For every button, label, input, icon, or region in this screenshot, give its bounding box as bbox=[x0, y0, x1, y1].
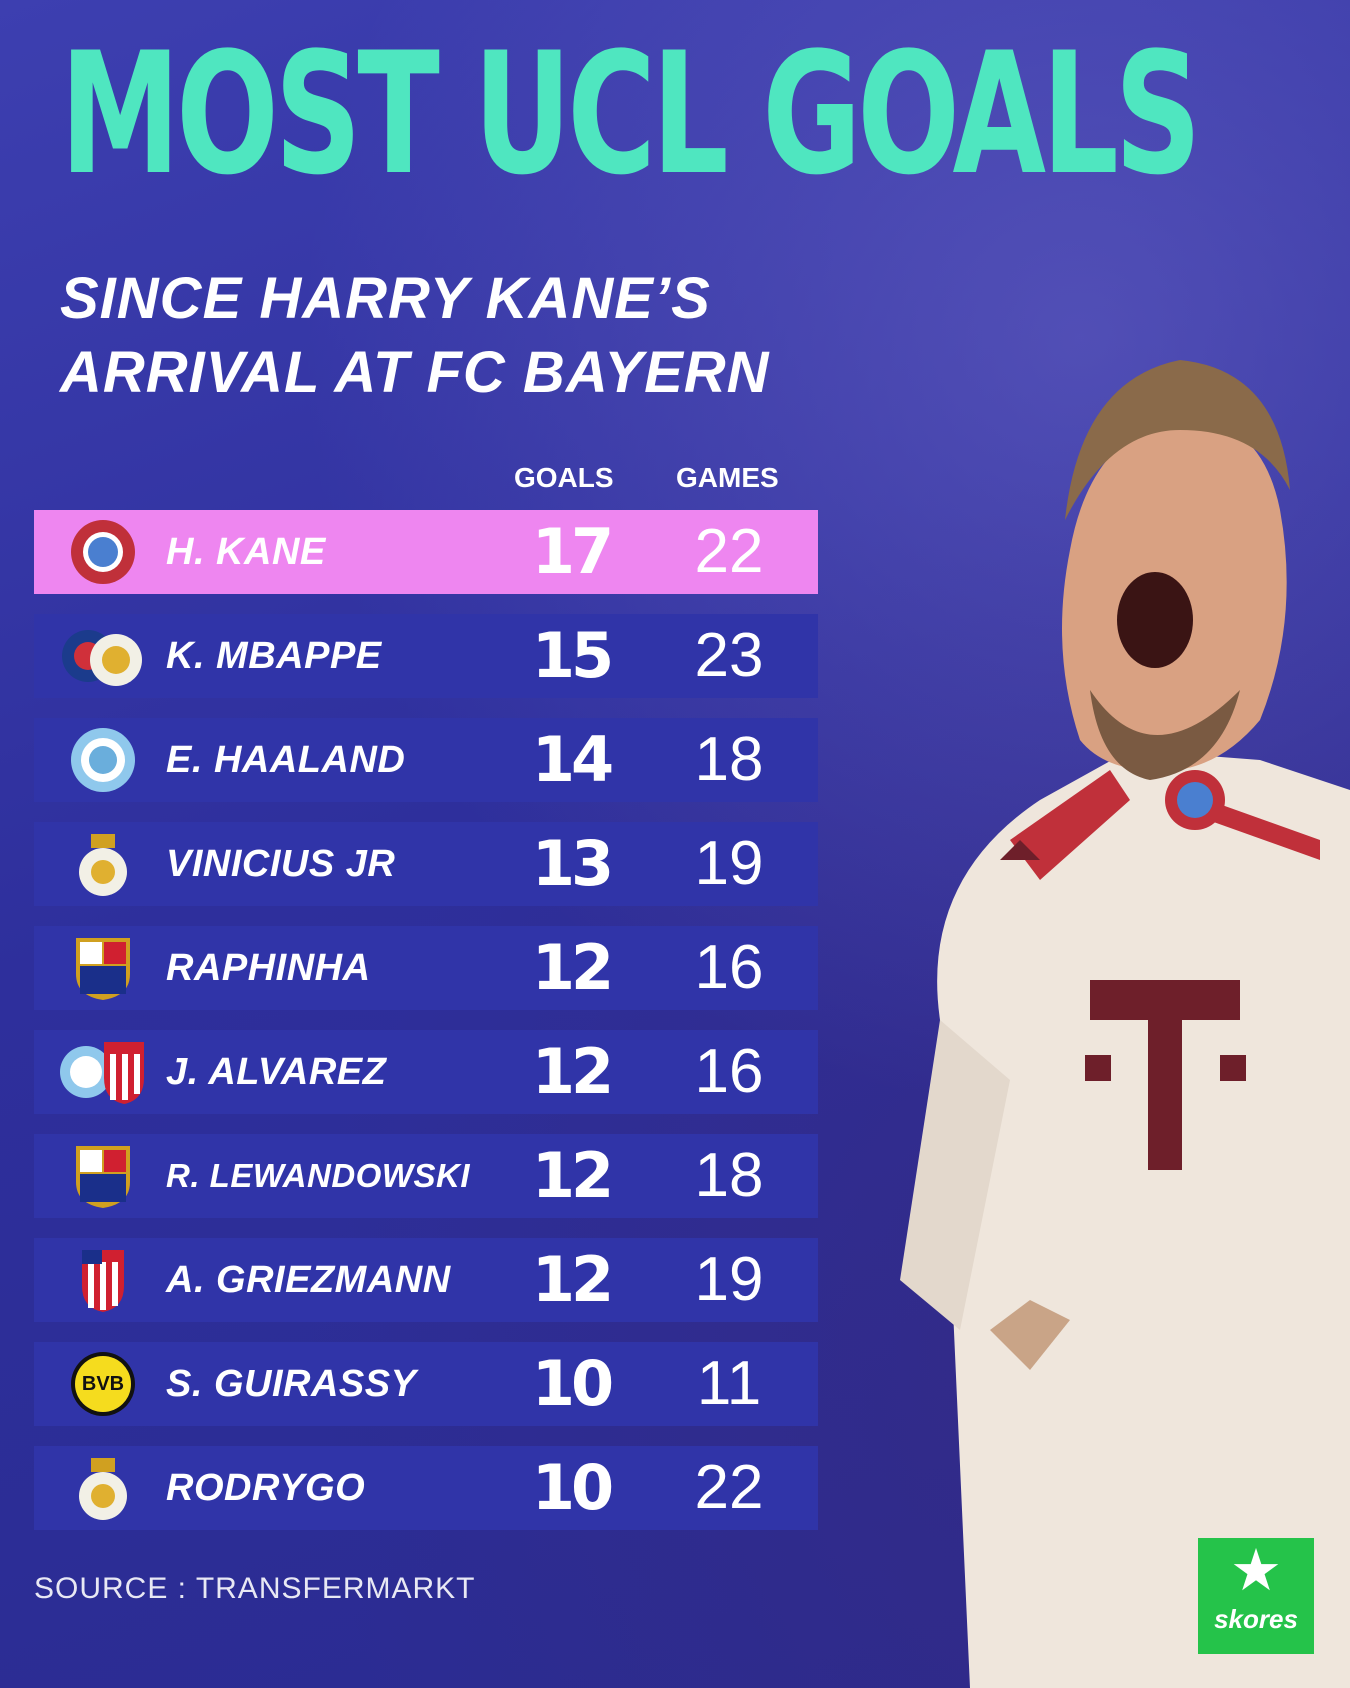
games-value: 18 bbox=[694, 1141, 764, 1210]
goals-value: 10 bbox=[531, 1451, 614, 1524]
skores-logo: ★ skores bbox=[1198, 1538, 1314, 1654]
table-row: BVB S. GUIRASSY 10 11 bbox=[34, 1342, 818, 1426]
table-row: K. MBAPPE 15 23 bbox=[34, 614, 818, 698]
player-name: RODRYGO bbox=[166, 1467, 366, 1509]
player-name: H. KANE bbox=[166, 531, 326, 573]
games-value: 19 bbox=[694, 829, 764, 898]
games-value: 19 bbox=[694, 1245, 764, 1314]
player-photo bbox=[900, 360, 1350, 1688]
subtitle-line-1: SINCE HARRY KANE’S bbox=[60, 266, 711, 331]
games-value: 22 bbox=[694, 1453, 764, 1522]
subtitle-line-2: ARRIVAL AT FC BAYERN bbox=[60, 340, 770, 405]
player-name: S. GUIRASSY bbox=[166, 1363, 417, 1405]
games-value: 18 bbox=[694, 725, 764, 794]
atletico-badge-icon bbox=[58, 1246, 148, 1314]
brand-name: skores bbox=[1214, 1604, 1298, 1634]
player-name: K. MBAPPE bbox=[166, 635, 382, 677]
man-city-atletico-badge-icon bbox=[58, 1038, 148, 1106]
barcelona-badge-icon bbox=[58, 934, 148, 1002]
table-row: VINICIUS JR 13 19 bbox=[34, 822, 818, 906]
player-name: R. LEWANDOWSKI bbox=[166, 1157, 470, 1194]
table-row: H. KANE 17 22 bbox=[34, 510, 818, 594]
table-row: R. LEWANDOWSKI 12 18 bbox=[34, 1134, 818, 1218]
psg-real-madrid-badge-icon bbox=[58, 622, 148, 690]
goals-value: 13 bbox=[531, 827, 614, 900]
games-column-header: GAMES bbox=[676, 462, 779, 493]
player-name: J. ALVAREZ bbox=[166, 1051, 387, 1093]
table-row: RODRYGO 10 22 bbox=[34, 1446, 818, 1530]
page-subtitle: SINCE HARRY KANE’S ARRIVAL AT FC BAYERN bbox=[60, 262, 880, 410]
table-row: RAPHINHA 12 16 bbox=[34, 926, 818, 1010]
goals-value: 15 bbox=[531, 619, 614, 692]
games-value: 11 bbox=[696, 1349, 762, 1418]
goals-value: 17 bbox=[531, 515, 614, 588]
player-name: VINICIUS JR bbox=[166, 843, 396, 885]
star-icon: ★ bbox=[1230, 1538, 1282, 1603]
page-title: MOST UCL GOALS bbox=[60, 16, 1202, 212]
svg-text:BVB: BVB bbox=[82, 1373, 124, 1395]
goals-value: 14 bbox=[531, 723, 614, 796]
goals-value: 12 bbox=[531, 1139, 614, 1212]
table-row: E. HAALAND 14 18 bbox=[34, 718, 818, 802]
player-name: RAPHINHA bbox=[166, 947, 371, 989]
goals-value: 12 bbox=[531, 1035, 614, 1108]
dortmund-badge-icon: BVB bbox=[58, 1350, 148, 1418]
games-value: 16 bbox=[694, 1037, 764, 1106]
real-madrid-badge-icon bbox=[58, 1454, 148, 1522]
goals-value: 12 bbox=[531, 1243, 614, 1316]
table-row: A. GRIEZMANN 12 19 bbox=[34, 1238, 818, 1322]
table-row: J. ALVAREZ 12 16 bbox=[34, 1030, 818, 1114]
games-value: 23 bbox=[694, 621, 764, 690]
player-name: A. GRIEZMANN bbox=[166, 1259, 451, 1301]
goals-value: 10 bbox=[531, 1347, 614, 1420]
games-value: 16 bbox=[694, 933, 764, 1002]
barcelona-badge-icon bbox=[58, 1142, 148, 1210]
games-value: 22 bbox=[694, 517, 764, 586]
goals-value: 12 bbox=[531, 931, 614, 1004]
real-madrid-badge-icon bbox=[58, 830, 148, 898]
source-note: SOURCE : TRANSFERMARKT bbox=[34, 1572, 476, 1605]
player-name: E. HAALAND bbox=[166, 739, 406, 781]
man-city-badge-icon bbox=[58, 726, 148, 794]
bayern-badge-icon bbox=[58, 518, 148, 586]
goals-column-header: GOALS bbox=[514, 462, 614, 493]
